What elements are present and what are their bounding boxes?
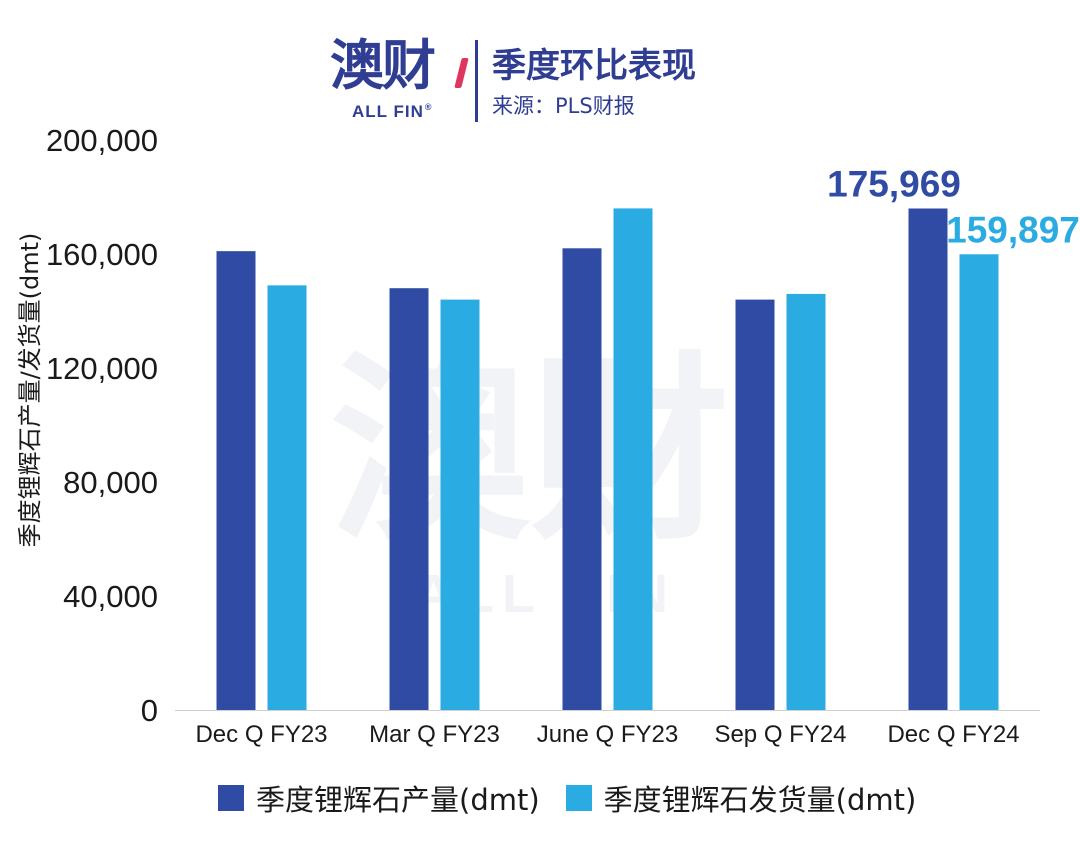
legend-swatch-shipment: [565, 785, 592, 811]
y-tick-label: 0: [141, 693, 158, 728]
data-label-shipment: 159,897: [946, 209, 1080, 250]
allfin-logo: 澳财 ALL FIN®: [330, 34, 480, 126]
x-tick-label: Dec Q FY24: [887, 721, 1019, 748]
x-tick-label: June Q FY23: [537, 721, 678, 748]
bar-shipment: [267, 285, 307, 710]
bar-shipment: [959, 254, 999, 710]
y-tick-label: 120,000: [46, 351, 158, 386]
legend-label-production: 季度锂辉石产量(dmt): [256, 783, 540, 817]
chart-source: 来源：PLS财报: [492, 94, 635, 118]
x-tick-label: Mar Q FY23: [369, 721, 500, 748]
chart-legend: 季度锂辉石产量(dmt) 季度锂辉石发货量(dmt): [218, 776, 916, 820]
logo-english-text: ALL FIN®: [352, 102, 433, 121]
chart-title: 季度环比表现: [492, 46, 696, 86]
data-label-production: 175,969: [827, 163, 961, 204]
bar-production: [389, 288, 429, 710]
bar-production: [216, 251, 256, 710]
bar-shipment: [440, 299, 480, 710]
bar-shipment: [786, 293, 826, 710]
bar-production: [562, 248, 602, 711]
logo-chinese-text: 澳财: [330, 34, 436, 97]
x-tick-label: Sep Q FY24: [714, 721, 846, 748]
legend-swatch-production: [218, 785, 244, 811]
chart-header: 澳财 ALL FIN® 季度环比表现 来源：PLS财报: [330, 34, 750, 126]
legend-item-shipment: 季度锂辉石发货量(dmt): [565, 777, 917, 819]
y-tick-label: 40,000: [63, 579, 158, 614]
x-tick-label: Dec Q FY23: [195, 721, 327, 748]
legend-item-production: 季度锂辉石产量(dmt): [218, 777, 540, 819]
bar-shipment: [613, 208, 653, 710]
header-divider: [475, 40, 478, 122]
legend-label-shipment: 季度锂辉石发货量(dmt): [603, 783, 917, 817]
y-tick-label: 200,000: [46, 123, 158, 158]
y-tick-label: 80,000: [63, 465, 158, 500]
y-tick-label: 160,000: [46, 237, 158, 272]
bar-production: [908, 208, 948, 711]
bar-production: [735, 299, 775, 710]
